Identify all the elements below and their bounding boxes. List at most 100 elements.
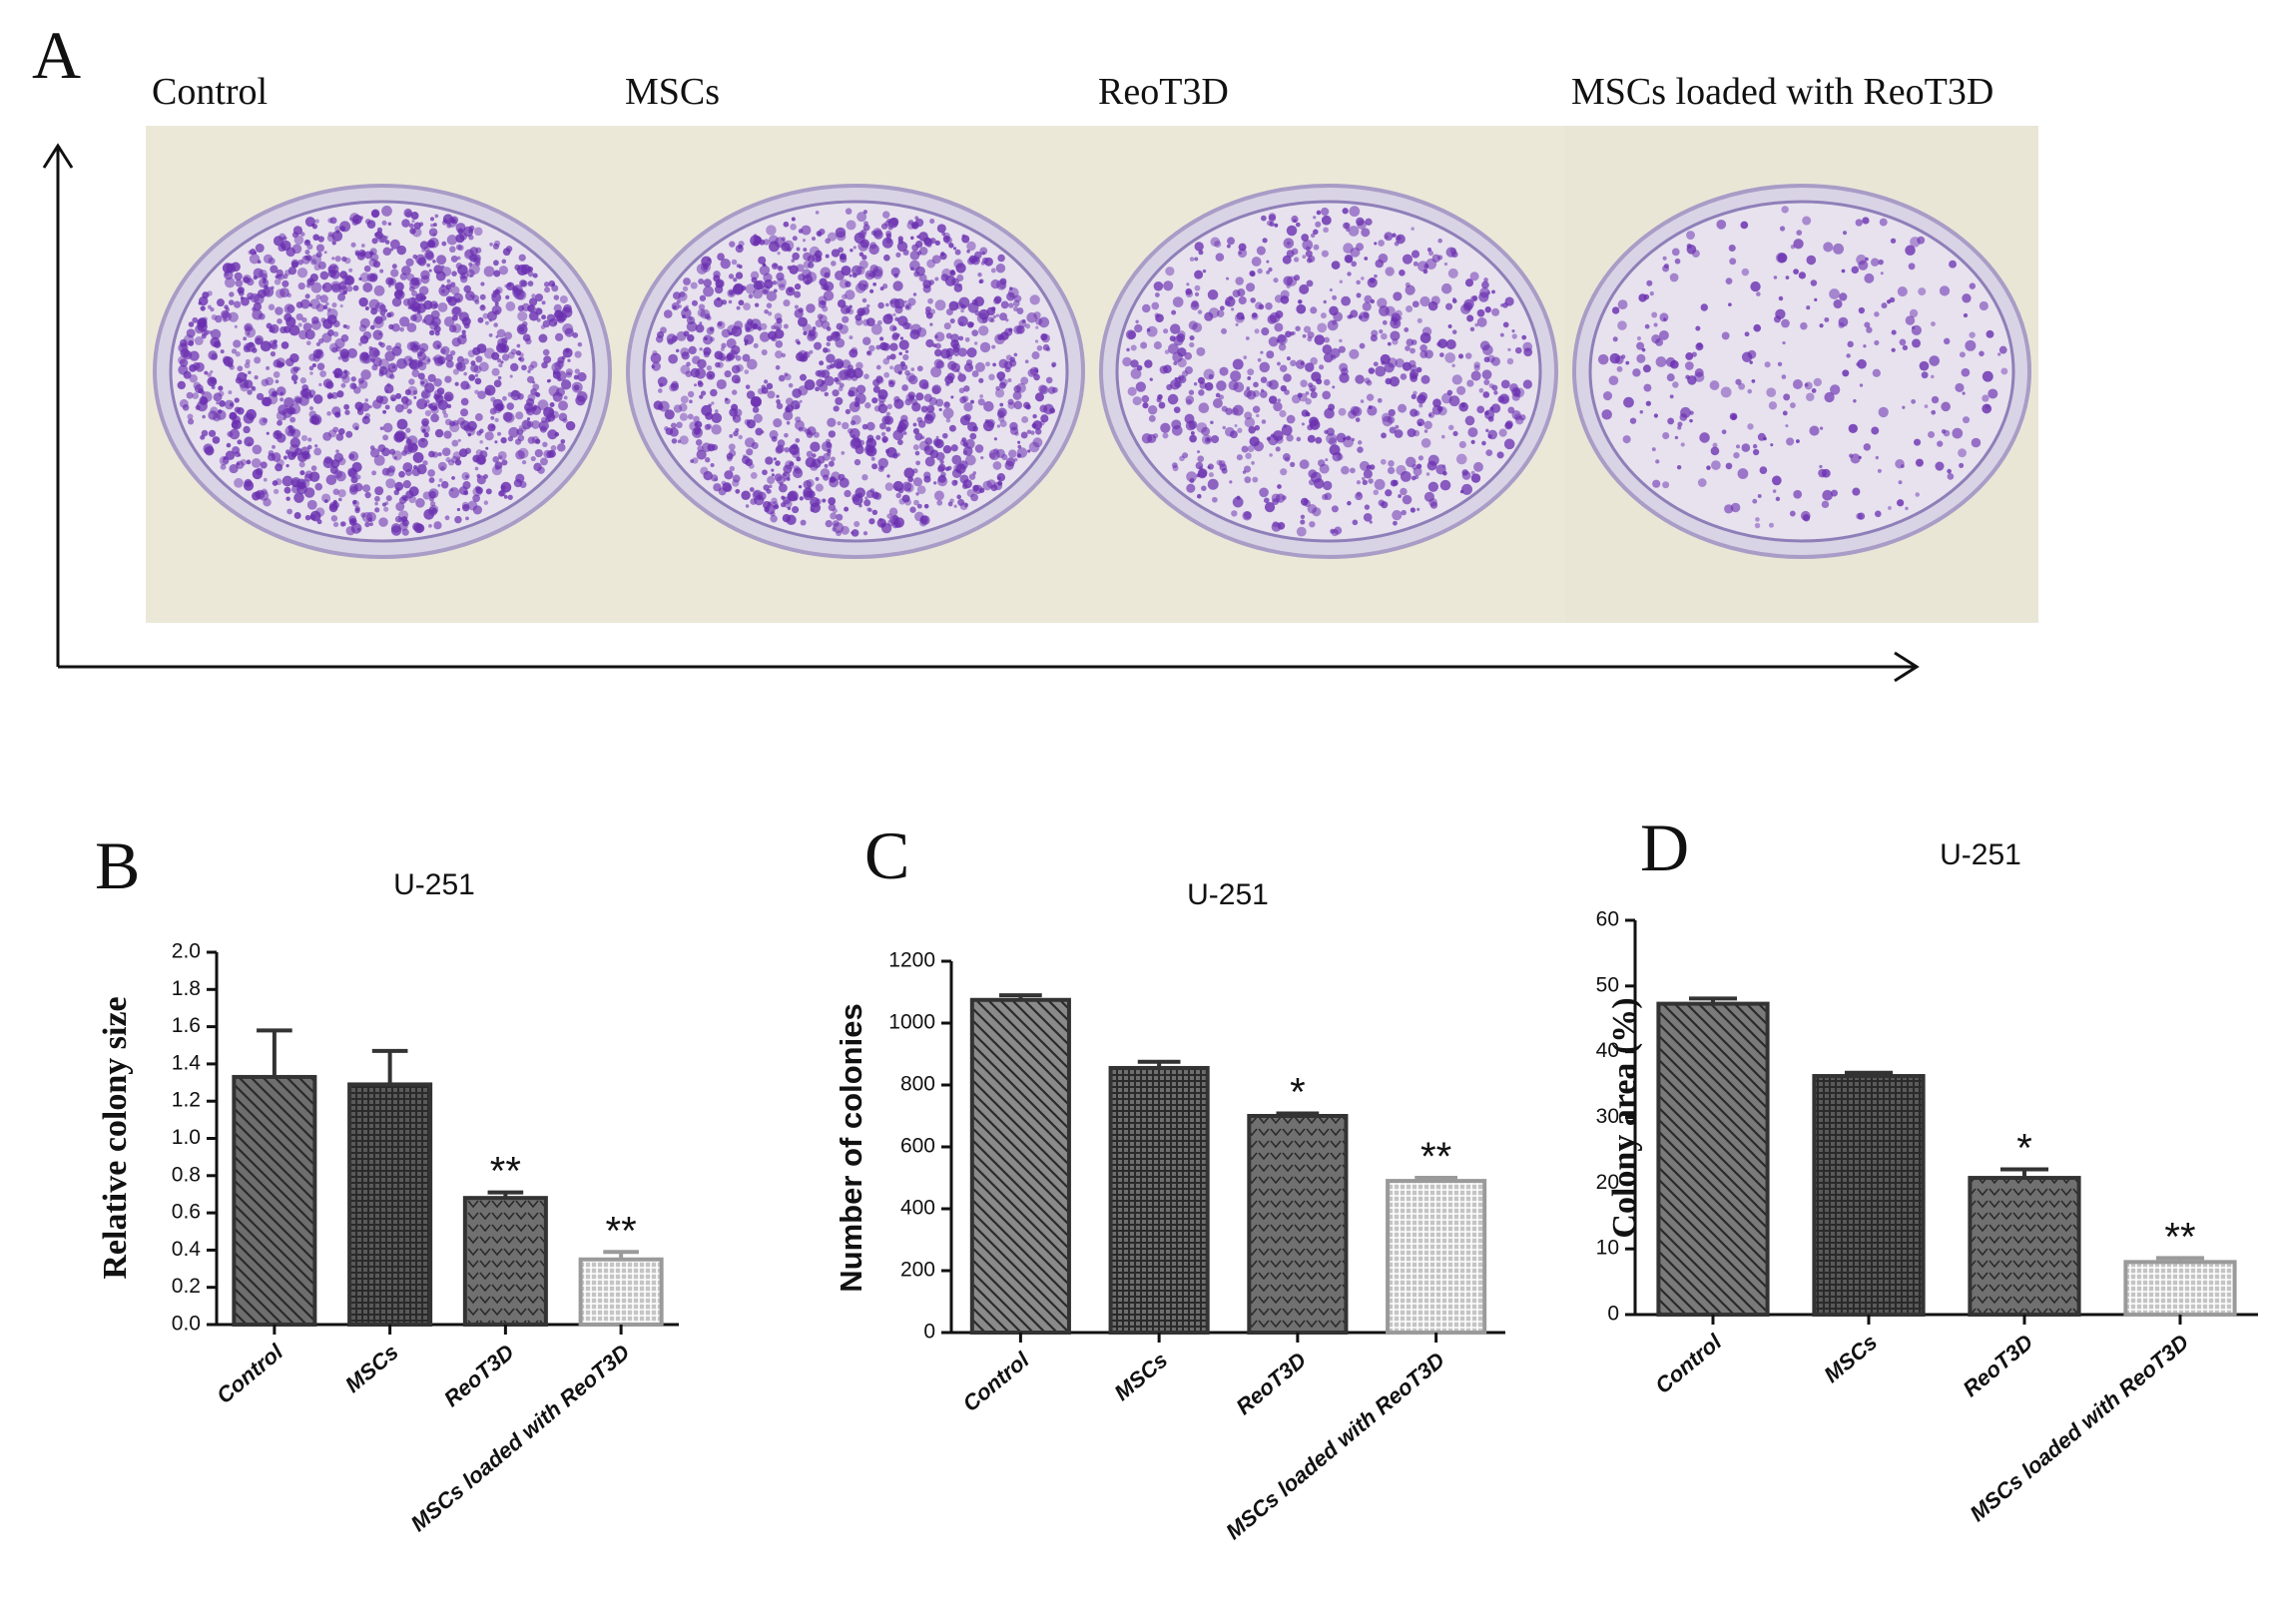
- colony-speck: [883, 371, 890, 378]
- colony-speck: [824, 391, 830, 397]
- colony-speck: [849, 348, 858, 358]
- colony-speck: [346, 347, 357, 359]
- colony-speck: [188, 340, 195, 346]
- colony-speck: [233, 339, 242, 348]
- colony-speck: [781, 352, 787, 358]
- colony-speck: [867, 508, 872, 513]
- colony-speck: [446, 235, 458, 246]
- colony-speck: [1208, 373, 1214, 379]
- colony-speck: [1344, 222, 1351, 230]
- colony-speck: [1193, 382, 1198, 386]
- colony-speck: [490, 415, 495, 420]
- colony-speck: [321, 332, 332, 343]
- colony-speck: [543, 281, 550, 287]
- colony-speck: [893, 395, 900, 403]
- colony-speck: [437, 301, 448, 312]
- colony-speck: [429, 320, 438, 330]
- colony-speck: [245, 326, 257, 338]
- colony-speck: [521, 419, 532, 430]
- colony-speck: [798, 426, 804, 432]
- colony-speck: [484, 320, 489, 325]
- colony-speck: [1750, 280, 1761, 292]
- colony-speck: [828, 497, 837, 505]
- colony-speck: [751, 276, 758, 283]
- colony-speck: [1364, 294, 1373, 303]
- colony-speck: [1859, 383, 1864, 387]
- colony-speck: [897, 487, 904, 494]
- colony-speck: [411, 219, 415, 224]
- colony-speck: [505, 294, 510, 300]
- colony-speck: [258, 277, 270, 288]
- colony-speck: [1632, 368, 1641, 377]
- colony-speck: [878, 517, 882, 522]
- colony-speck: [1153, 280, 1164, 291]
- colony-speck: [783, 472, 787, 477]
- colony-speck: [409, 358, 421, 370]
- colony-speck: [988, 449, 1000, 461]
- colony-speck: [1502, 321, 1509, 328]
- colony-speck: [700, 390, 707, 396]
- colony-speck: [1781, 374, 1787, 379]
- colony-speck: [331, 231, 343, 242]
- colony-speck: [941, 268, 952, 278]
- colony-speck: [963, 502, 969, 508]
- colony-speck: [331, 406, 341, 416]
- colony-speck: [309, 394, 313, 398]
- colony-speck: [252, 347, 258, 353]
- colony-speck: [714, 409, 719, 413]
- colony-speck: [1326, 432, 1338, 444]
- colony-speck: [1126, 347, 1130, 352]
- colony-speck: [1918, 287, 1927, 296]
- colony-speck: [1962, 293, 1972, 303]
- colony-speck: [1902, 405, 1906, 409]
- colony-speck: [195, 404, 201, 410]
- colony-speck: [1384, 362, 1395, 373]
- colony-speck: [1706, 465, 1711, 470]
- colony-speck: [1313, 244, 1320, 251]
- colony-speck: [412, 451, 424, 463]
- colony-speck: [1323, 227, 1329, 234]
- colony-speck: [1172, 296, 1184, 307]
- colony-speck: [1418, 261, 1428, 272]
- colony-speck: [996, 410, 1005, 419]
- colony-speck: [1410, 408, 1418, 417]
- colony-speck: [699, 347, 703, 351]
- colony-speck: [903, 482, 914, 493]
- colony-speck: [901, 494, 910, 503]
- colony-speck: [369, 448, 380, 458]
- significance-label: **: [1420, 1135, 1451, 1179]
- colony-speck: [1184, 351, 1193, 360]
- colony-speck: [1326, 427, 1335, 436]
- colony-speck: [330, 515, 338, 522]
- colony-speck: [426, 358, 431, 362]
- colony-speck: [1676, 464, 1682, 470]
- colony-speck: [839, 382, 845, 388]
- colony-speck: [943, 322, 951, 330]
- colony-speck: [896, 332, 900, 337]
- colony-speck: [368, 404, 372, 409]
- colony-speck: [806, 450, 814, 458]
- colony-speck: [436, 387, 445, 395]
- colony-speck: [1381, 360, 1386, 365]
- colony-speck: [422, 460, 428, 466]
- colony-speck: [871, 509, 878, 515]
- colony-speck: [1035, 369, 1039, 373]
- colony-speck: [381, 206, 392, 217]
- colony-speck: [280, 243, 286, 250]
- colony-speck: [284, 312, 292, 322]
- colony-speck: [1819, 323, 1824, 328]
- colony-speck: [246, 459, 252, 465]
- colony-speck: [1265, 301, 1273, 310]
- colony-speck: [380, 314, 387, 321]
- colony-speck: [785, 286, 796, 296]
- colony-speck: [1141, 433, 1153, 444]
- colony-speck: [224, 276, 236, 288]
- colony-speck: [381, 447, 390, 457]
- colony-speck: [783, 323, 789, 329]
- colony-speck: [1271, 493, 1281, 503]
- colony-speck: [1720, 386, 1732, 398]
- colony-speck: [1804, 382, 1809, 387]
- colony-speck: [789, 461, 795, 467]
- colony-speck: [224, 399, 235, 410]
- colony-speck: [1636, 353, 1646, 363]
